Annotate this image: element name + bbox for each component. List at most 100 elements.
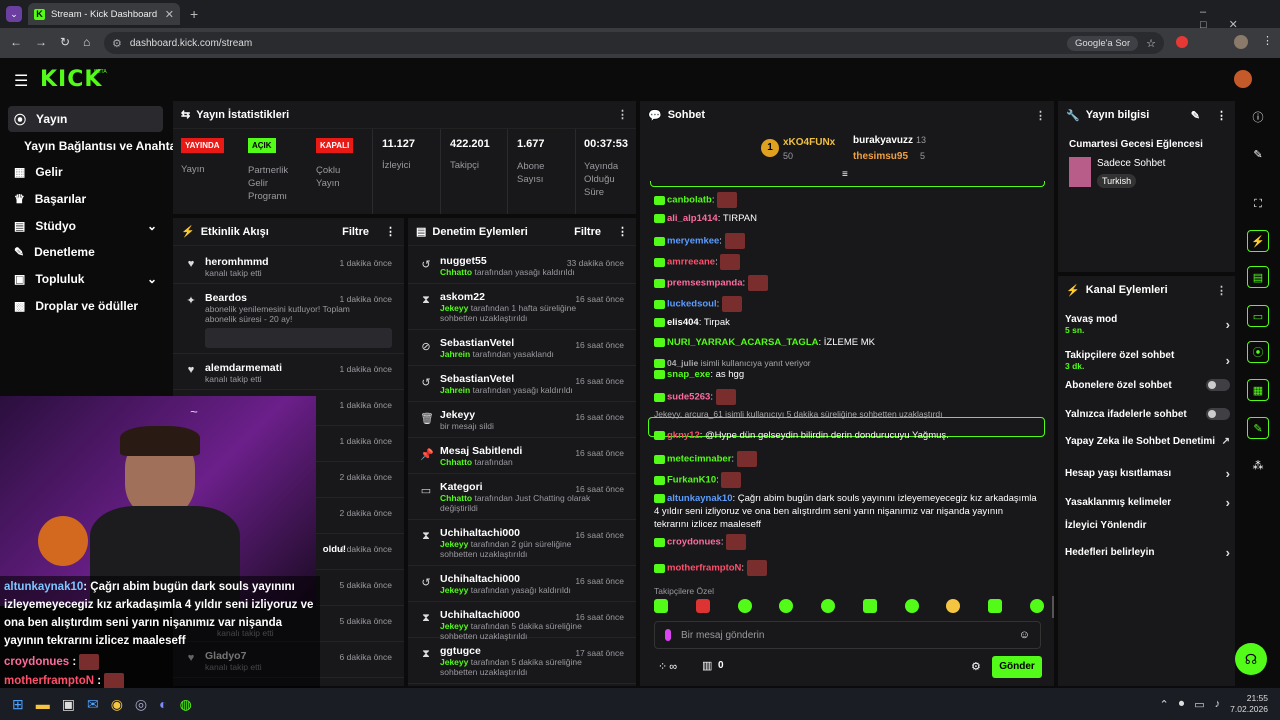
mod-target[interactable]: Uchihaltachi000 [440,527,520,539]
mod-target[interactable]: ggtugce [440,645,481,657]
mod-target[interactable]: askom22 [440,291,485,303]
leader-name[interactable]: xKO4FUNx [783,137,836,148]
store-icon[interactable]: ▣ [61,695,75,712]
emote-icon[interactable] [988,599,1003,613]
mod-target[interactable]: Jekeyy [440,409,476,421]
channel-action-item[interactable]: Hedefleri belirleyin › [1065,545,1230,560]
new-tab-icon[interactable]: + [190,6,199,22]
browser-tab[interactable]: K Stream - Kick Dashboard ✕ [28,3,180,25]
network-icon[interactable]: ▭ [1194,698,1205,711]
channel-action-item[interactable]: İzleyici Yönlendir [1065,520,1230,531]
mod-target[interactable]: SebastianVetel [440,337,515,349]
pencil-icon[interactable]: ✎ [1253,148,1263,161]
leader-name[interactable]: burakyavuzz [853,135,914,146]
filter-button[interactable]: Filtre [574,225,601,238]
chat-username[interactable]: ali_alp1414 [667,213,718,224]
chat-username[interactable]: 04_julie [667,358,699,368]
channel-action-item[interactable]: Yapay Zeka ile Sohbet Denetimi ↗ [1065,436,1230,447]
event-user[interactable]: alemdarmemati [205,362,283,374]
mod-actor[interactable]: Chhatto [440,457,473,467]
emoji-icon[interactable]: ☺ [1018,629,1030,641]
nav-buttons[interactable]: ←→↻⌂ [10,35,104,49]
channel-action-item[interactable]: Yasaklanmış kelimeler › [1065,495,1230,510]
chat-bubble-icon[interactable]: ▭ [1247,305,1269,327]
menu-icon[interactable]: ⋮ [1262,35,1273,47]
extension-icon[interactable] [1176,36,1188,48]
sidebar-item-basarilar[interactable]: ♛ Başarılar [8,187,92,211]
send-button[interactable]: Gönder [992,656,1042,678]
apps-icon[interactable]: ⁂ [1252,459,1264,472]
chat-username[interactable]: FurkanK10 [667,474,717,486]
mod-actor[interactable]: Jekeyy [440,585,469,595]
mod-target[interactable]: Kategori [440,481,483,493]
google-ask-button[interactable]: Google'a Sor [1066,35,1139,51]
mod-target[interactable]: nugget55 [440,255,487,267]
toggle-switch[interactable] [1206,408,1230,420]
chat-username[interactable]: sude5263 [667,391,711,403]
emote-icon[interactable] [695,599,710,613]
close-icon[interactable]: ✕ [164,8,174,21]
settings-icon[interactable]: ⚙ [971,661,981,673]
channel-action-item[interactable]: Abonelere özel sohbet [1065,379,1230,391]
points-icon[interactable]: ⁘∞ [658,661,680,673]
mod-actor[interactable]: Jekeyy [440,539,469,549]
chat-username[interactable]: croydonues [667,536,721,548]
emote-icon[interactable] [946,599,961,613]
url-field[interactable]: ⚙ dashboard.kick.com/stream Google'a Sor… [104,32,1164,54]
edit-icon[interactable]: ✎ [1190,109,1200,122]
mod-actor[interactable]: Jekeyy [440,657,469,667]
spotify-icon[interactable]: ◍ [179,695,192,712]
collapse-icon[interactable]: ≡ [842,169,848,180]
user-avatar[interactable] [1234,70,1252,88]
gift-box-icon[interactable]: ▥ [702,660,713,672]
site-info-icon[interactable]: ⚙ [112,37,122,50]
chat-username[interactable]: meryemkee [667,235,720,247]
event-user[interactable]: oldu! [322,544,346,555]
layout-icon[interactable]: ▦ [1247,379,1269,401]
chat-username[interactable]: gkny12 [667,430,700,441]
mod-actor[interactable]: Chhatto [440,493,473,503]
channel-action-item[interactable]: Takipçilere özel sohbet 3 dk. › [1065,350,1230,371]
emote-icon[interactable] [654,599,668,613]
sidebar-item-gelir[interactable]: ▦ Gelir [8,160,69,184]
file-explorer-icon[interactable]: ▬ [35,695,50,712]
windows-start-icon[interactable]: ⊞ [12,695,24,712]
chat-username[interactable]: NURI_YARRAK_ACARSA_TAGLA [667,337,819,348]
emote-icon[interactable] [821,599,836,613]
channel-action-item[interactable]: Yalnızca ifadelerle sohbet [1065,408,1230,420]
sidebar-item-studyo[interactable]: ▤ Stüdyo ⌄ [8,214,163,238]
emote-icon[interactable] [904,599,919,613]
more-icon[interactable]: ⋮ [617,109,628,121]
chat-username[interactable]: premsesmpanda [667,277,743,289]
mod-target[interactable]: Uchihaltachi000 [440,573,520,585]
support-icon[interactable]: ☊ [1235,643,1267,675]
volume-icon[interactable]: ♪ [1214,698,1221,710]
emote-icon[interactable] [1029,599,1044,613]
sidebar-item-yayin[interactable]: ⦿ Yayın [8,107,73,131]
broadcast-icon[interactable]: ⦿ [1247,341,1269,363]
mod-actor[interactable]: Jekeyy [440,621,469,631]
more-icon[interactable]: ⋮ [617,226,628,238]
mod-target[interactable]: Mesaj Sabitlendi [440,445,523,457]
chat-input[interactable]: Bir mesaj gönderin ☺ [654,621,1041,649]
tray-chevron-icon[interactable]: ⌃ [1159,698,1169,711]
mod-actor[interactable]: Jekeyy [440,303,469,313]
mod-actor[interactable]: Jahrein [440,349,471,359]
toggle-switch[interactable] [1206,379,1230,391]
filter-button[interactable]: Filtre [342,225,369,238]
chat-username[interactable]: altunkaynak10 [667,493,733,504]
document-icon[interactable]: ▤ [1247,266,1269,288]
leader-name[interactable]: thesimsu95 [853,151,909,162]
emote-bar[interactable] [654,599,1044,615]
event-user[interactable]: heromhmmd [205,256,269,268]
chat-username[interactable]: canbolatb [667,194,712,206]
event-user[interactable]: Beardos [205,292,248,304]
emote-icon[interactable] [779,599,794,613]
emote-icon[interactable] [862,599,877,613]
mic-icon[interactable]: ⏺ [1178,697,1185,710]
mod-actor[interactable]: Chhatto [440,267,473,277]
expand-icon[interactable]: ⛶ [1254,197,1262,210]
mod-target[interactable]: SebastianVetel [440,373,515,385]
sidebar-item-topluluk[interactable]: ▣ Topluluk ⌄ [8,267,163,291]
outlook-icon[interactable]: ✉ [86,695,99,712]
